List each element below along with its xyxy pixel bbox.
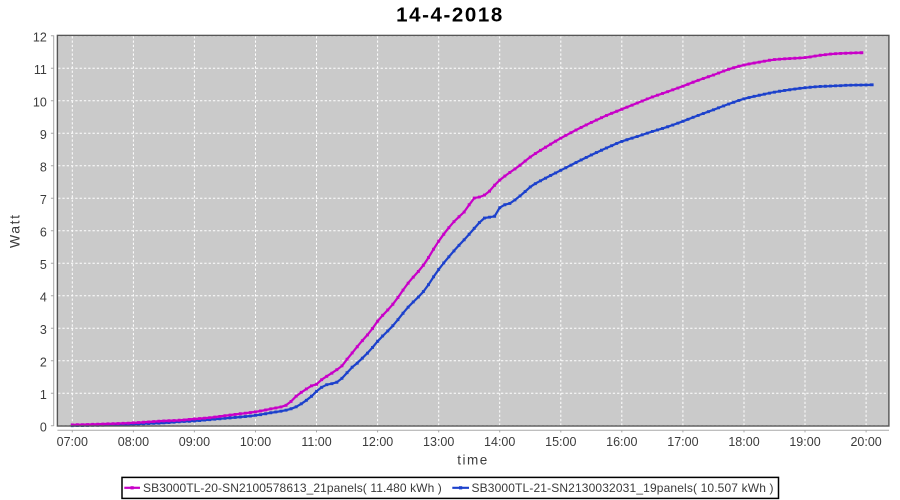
svg-text:6: 6 [40,226,47,240]
svg-text:15:00: 15:00 [545,435,576,449]
svg-text:Watt: Watt [7,213,23,248]
svg-text:11: 11 [34,63,47,77]
svg-text:08:00: 08:00 [118,435,149,449]
svg-text:14-4-2018: 14-4-2018 [396,4,504,27]
svg-text:0: 0 [40,421,47,435]
svg-text:8: 8 [40,161,47,175]
svg-text:16:00: 16:00 [606,435,637,449]
svg-text:SB3000TL-21-SN2130032031_19pan: SB3000TL-21-SN2130032031_19panels( 10.50… [472,481,774,495]
svg-text:10: 10 [33,96,47,110]
svg-text:2: 2 [40,356,47,370]
svg-text:9: 9 [40,128,47,142]
svg-text:time: time [457,453,489,468]
svg-text:13:00: 13:00 [423,435,454,449]
svg-text:14:00: 14:00 [484,435,515,449]
svg-text:18:00: 18:00 [728,435,759,449]
svg-text:10:00: 10:00 [240,435,271,449]
svg-text:4: 4 [40,291,47,305]
svg-text:17:00: 17:00 [667,435,698,449]
svg-text:12: 12 [33,31,47,45]
svg-text:11:00: 11:00 [301,435,331,449]
svg-text:12:00: 12:00 [362,435,393,449]
svg-text:7: 7 [40,193,47,207]
svg-text:3: 3 [40,323,47,337]
svg-text:5: 5 [40,258,47,272]
svg-text:20:00: 20:00 [850,435,881,449]
svg-text:SB3000TL-20-SN2100578613_21pan: SB3000TL-20-SN2100578613_21panels( 11.48… [143,481,442,495]
svg-text:09:00: 09:00 [179,435,210,449]
svg-text:19:00: 19:00 [789,435,820,449]
svg-text:07:00: 07:00 [57,435,88,449]
svg-text:1: 1 [40,388,47,402]
